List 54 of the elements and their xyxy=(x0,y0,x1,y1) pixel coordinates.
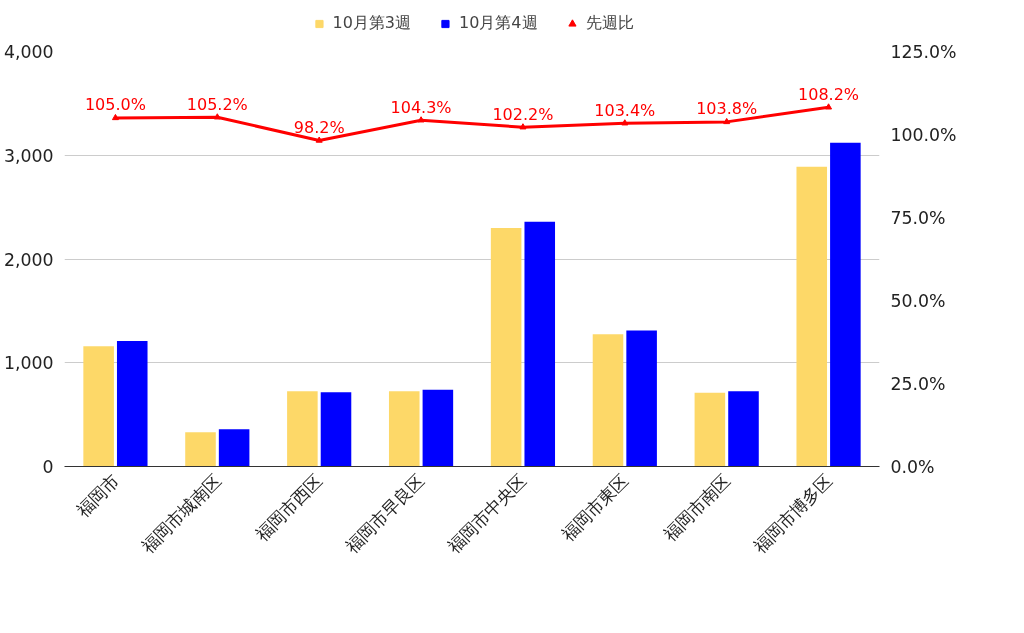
y2-tick-label: 75.0% xyxy=(890,207,946,228)
data-label: 105.2% xyxy=(186,94,248,114)
bar xyxy=(320,392,352,467)
point xyxy=(111,113,119,121)
point xyxy=(723,117,731,125)
x-tick-label: 福岡市南区 xyxy=(659,470,734,545)
x-tick-label: 福岡市東区 xyxy=(557,470,632,545)
bar xyxy=(490,227,522,467)
point xyxy=(315,136,323,143)
x-tick-label: 福岡市西区 xyxy=(252,470,327,545)
x-tick-label: 福岡市城南区 xyxy=(138,470,225,557)
point xyxy=(417,116,425,123)
y-tick-label: 3,000 xyxy=(3,145,54,166)
point xyxy=(825,103,833,110)
bar xyxy=(422,389,454,467)
data-label: 108.2% xyxy=(798,84,860,104)
y2-tick-label: 125.0% xyxy=(890,41,957,62)
bar xyxy=(218,429,250,467)
y-tick-label: 0 xyxy=(42,457,54,477)
bar xyxy=(83,346,114,467)
bar xyxy=(592,334,624,467)
data-label: 98.2% xyxy=(293,117,345,137)
bar xyxy=(728,391,759,467)
data-label: 104.3% xyxy=(390,97,452,117)
y-tick-label: 1,000 xyxy=(3,353,54,374)
bar xyxy=(287,391,318,467)
x-tick-label: 福岡市博多区 xyxy=(749,470,836,557)
y2-tick-label: 0.0% xyxy=(890,456,935,477)
bar xyxy=(116,340,148,467)
bar xyxy=(626,330,657,467)
data-label: 102.2% xyxy=(492,104,554,124)
legend-label: 10月第4週 xyxy=(459,12,538,34)
bar xyxy=(796,166,828,467)
y2-tick-label: 50.0% xyxy=(890,290,946,311)
y-tick-label: 4,000 xyxy=(3,42,54,62)
legend-label: 10月第3週 xyxy=(332,12,411,34)
x-tick-label: 福岡市早良区 xyxy=(341,470,429,557)
y-tick-label: 2,000 xyxy=(3,249,54,270)
y2-tick-label: 25.0% xyxy=(890,373,946,394)
x-tick-label: 福岡市中央区 xyxy=(443,470,531,557)
bar xyxy=(388,391,420,467)
point xyxy=(621,119,629,126)
legend-label: 先週比 xyxy=(585,12,634,34)
data-label: 103.4% xyxy=(594,100,656,120)
x-tick-label: 福岡市 xyxy=(72,470,123,521)
y2-tick-label: 100.0% xyxy=(890,124,957,145)
bar xyxy=(830,142,861,467)
data-label: 105.0% xyxy=(84,95,146,115)
bar xyxy=(524,221,556,467)
bar xyxy=(185,432,216,467)
bar xyxy=(694,392,726,467)
point xyxy=(213,113,221,120)
data-label: 103.8% xyxy=(696,99,758,119)
point xyxy=(519,123,527,130)
